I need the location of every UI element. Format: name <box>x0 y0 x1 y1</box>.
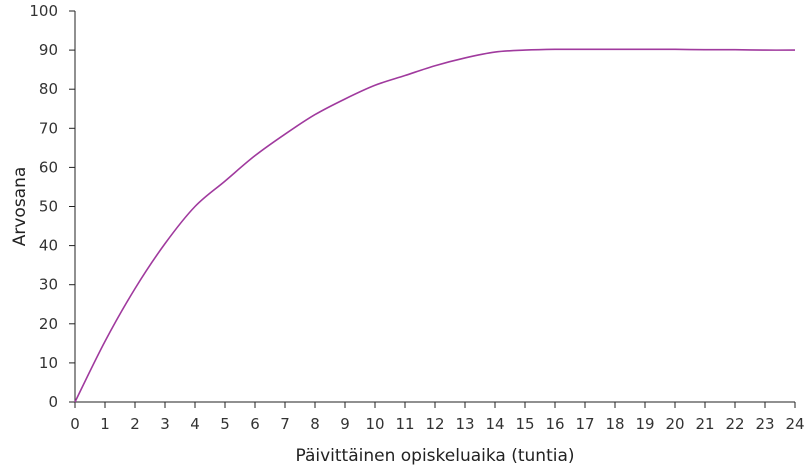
x-tick-label: 10 <box>365 415 384 433</box>
y-tick-label: 90 <box>39 41 58 59</box>
x-tick-label: 22 <box>725 415 744 433</box>
x-tick-label: 14 <box>485 415 504 433</box>
x-tick-label: 18 <box>605 415 624 433</box>
x-tick-label: 16 <box>545 415 564 433</box>
y-tick-label: 40 <box>39 237 58 255</box>
x-tick-label: 0 <box>70 415 80 433</box>
y-tick-label: 50 <box>39 198 58 216</box>
y-tick-label: 100 <box>29 2 58 20</box>
x-tick-label: 8 <box>310 415 320 433</box>
x-axis: 0 1 2 3 4 5 6 7 8 9 10 11 12 13 14 15 16 17 18 19 20 21 22 23 24 <box>70 401 805 433</box>
y-tick-label: 60 <box>39 158 58 176</box>
x-tick-label: 24 <box>785 415 804 433</box>
x-axis-title: Päivittäinen opiskeluaika (tuntia) <box>295 446 574 466</box>
x-tick-label: 13 <box>455 415 474 433</box>
y-tick-label: 80 <box>39 80 58 98</box>
y-tick-label: 70 <box>39 119 58 137</box>
x-tick-label: 21 <box>695 415 714 433</box>
x-tick-label: 12 <box>425 415 444 433</box>
y-tick-label: 20 <box>39 315 58 333</box>
x-tick-label: 1 <box>100 415 110 433</box>
x-tick-label: 2 <box>130 415 140 433</box>
y-axis-title: Arvosana <box>10 167 30 247</box>
x-tick-label: 19 <box>635 415 654 433</box>
x-tick-label: 7 <box>280 415 290 433</box>
y-tick-label: 10 <box>39 354 58 372</box>
y-tick-label: 0 <box>48 393 58 411</box>
x-tick-label: 17 <box>575 415 594 433</box>
x-tick-label: 6 <box>250 415 260 433</box>
x-tick-label: 15 <box>515 415 534 433</box>
x-tick-label: 11 <box>395 415 414 433</box>
x-tick-label: 5 <box>220 415 230 433</box>
x-tick-label: 23 <box>755 415 774 433</box>
x-tick-label: 3 <box>160 415 170 433</box>
x-tick-label: 20 <box>665 415 684 433</box>
x-tick-label: 9 <box>340 415 350 433</box>
series-line <box>74 48 796 403</box>
series-layer <box>74 48 796 403</box>
y-tick-label: 30 <box>39 276 58 294</box>
x-tick-label: 4 <box>190 415 200 433</box>
y-axis: 0 10 20 30 40 50 60 70 80 90 100 <box>29 2 76 411</box>
